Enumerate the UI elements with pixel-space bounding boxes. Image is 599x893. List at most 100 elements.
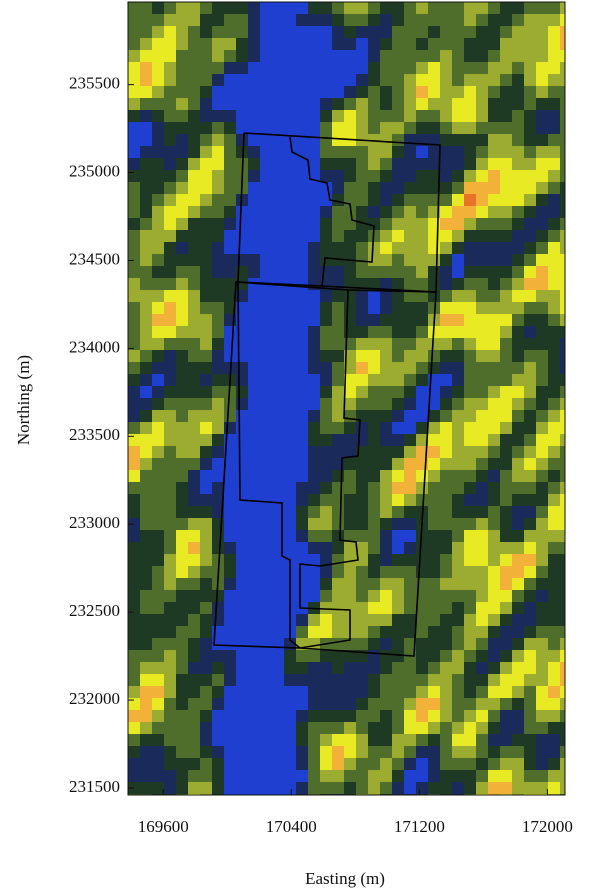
raster-cell [356,146,368,158]
raster-cell [188,554,200,566]
raster-cell [428,662,440,674]
raster-cell [524,98,536,110]
raster-cell [440,758,452,770]
raster-cell [212,386,224,398]
raster-cell [200,182,212,194]
raster-cell [356,230,368,242]
raster-cell [140,782,152,794]
raster-cell [248,2,260,14]
raster-cell [440,110,452,122]
raster-cell [272,578,284,590]
x-tick-label: 169600 [138,817,189,836]
raster-cell [272,722,284,734]
raster-cell [560,86,565,98]
raster-cell [452,242,464,254]
raster-cell [320,86,332,98]
raster-cell [212,746,224,758]
raster-cell [140,134,152,146]
raster-cell [476,170,488,182]
raster-cell [488,650,500,662]
raster-cell [140,578,152,590]
raster-cell [356,614,368,626]
raster-cell [404,338,416,350]
raster-cell [560,506,565,518]
raster-cell [524,578,536,590]
raster-cell [212,74,224,86]
raster-cell [368,350,380,362]
raster-cell [500,230,512,242]
raster-cell [284,230,296,242]
raster-cell [200,170,212,182]
raster-cell [128,230,140,242]
raster-cell [548,746,560,758]
raster-cell [320,98,332,110]
raster-cell [476,506,488,518]
raster-cell [536,530,548,542]
raster-cell [452,638,464,650]
raster-cell [512,530,524,542]
raster-cell [548,614,560,626]
raster-cell [356,530,368,542]
raster-cell [452,410,464,422]
raster-cell [248,542,260,554]
raster-cell [224,398,236,410]
raster-cell [284,746,296,758]
raster-cell [212,338,224,350]
raster-cell [380,614,392,626]
raster-cell [464,338,476,350]
raster-cell [176,206,188,218]
raster-cell [188,254,200,266]
raster-cell [464,410,476,422]
raster-cell [392,386,404,398]
raster-cell [320,218,332,230]
raster-cell [440,26,452,38]
raster-cell [200,110,212,122]
raster-cell [236,614,248,626]
raster-cell [452,650,464,662]
raster-cell [476,662,488,674]
raster-cell [200,38,212,50]
raster-cell [200,590,212,602]
raster-cell [416,722,428,734]
raster-cell [404,434,416,446]
raster-cell [488,110,500,122]
raster-cell [284,482,296,494]
raster-cell [272,194,284,206]
raster-cell [512,662,524,674]
raster-cell [284,518,296,530]
raster-cell [440,314,452,326]
raster-cell [176,734,188,746]
raster-cell [380,38,392,50]
raster-cell [296,770,308,782]
raster-cell [440,374,452,386]
raster-cell [356,98,368,110]
raster-cell [428,458,440,470]
raster-cell [548,194,560,206]
raster-cell [452,734,464,746]
raster-cell [524,434,536,446]
raster-cell [236,782,248,794]
raster-cell [380,290,392,302]
raster-cell [488,254,500,266]
raster-cell [476,374,488,386]
raster-cell [176,122,188,134]
raster-cell [440,602,452,614]
raster-cell [392,110,404,122]
raster-cell [344,74,356,86]
raster-cell [308,434,320,446]
x-axis-title: Easting (m) [305,869,385,888]
raster-cell [368,734,380,746]
raster-cell [380,386,392,398]
raster-cell [320,650,332,662]
raster-cell [404,158,416,170]
raster-cell [272,398,284,410]
raster-cell [560,314,565,326]
raster-cell [416,206,428,218]
raster-cell [320,314,332,326]
raster-cell [500,266,512,278]
raster-cell [404,494,416,506]
raster-cell [152,350,164,362]
raster-cell [356,242,368,254]
raster-cell [248,74,260,86]
raster-cell [224,686,236,698]
